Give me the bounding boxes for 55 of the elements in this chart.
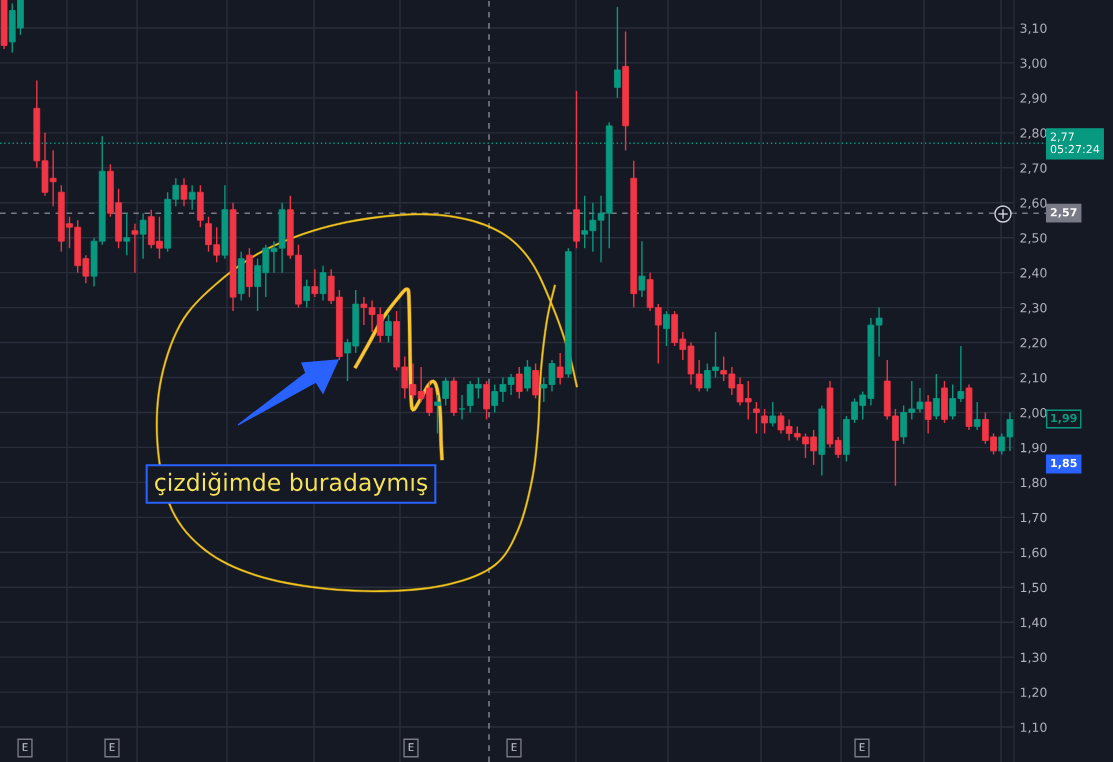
candlestick xyxy=(458,394,466,421)
candlestick xyxy=(139,212,147,260)
y-tick-label: 3,00 xyxy=(1020,58,1047,70)
candlestick xyxy=(123,212,131,256)
candlestick xyxy=(924,394,932,435)
y-tick-label: 2,80 xyxy=(1020,128,1047,140)
y-tick-label: 1,10 xyxy=(1020,722,1047,734)
y-tick-label: 2,00 xyxy=(1020,407,1047,419)
y-tick-label: 2,40 xyxy=(1020,268,1047,279)
candlestick xyxy=(311,268,319,298)
annotation: E xyxy=(109,743,115,751)
candlestick xyxy=(303,278,311,309)
annotation: E xyxy=(22,743,28,751)
candlestick xyxy=(188,184,196,211)
ref-line-label: 2,57 xyxy=(1050,208,1077,218)
y-tick-label: 3,10 xyxy=(1020,23,1047,35)
text: 1,85 xyxy=(1051,458,1077,469)
candlestick xyxy=(638,240,646,298)
y-tick-label: 1,30 xyxy=(1020,652,1047,664)
candlestick xyxy=(131,223,139,274)
y-tick-label: 2,60 xyxy=(1020,198,1047,209)
candlestick xyxy=(973,401,981,431)
y-tick-label: 1,20 xyxy=(1020,687,1047,699)
y-tick-label: 2,50 xyxy=(1020,233,1047,244)
candlestick xyxy=(761,408,768,435)
candlestick xyxy=(434,394,441,435)
candlestick xyxy=(180,177,188,207)
annotation: E xyxy=(408,743,414,751)
y-tick-label: 2,20 xyxy=(1020,338,1047,349)
annotation: E xyxy=(511,743,517,751)
candlestick xyxy=(385,313,392,344)
candlestick xyxy=(753,401,760,435)
candlestick xyxy=(524,359,531,393)
y-tick-label: 2,10 xyxy=(1020,372,1047,384)
y-tick-label: 2,30 xyxy=(1020,303,1047,314)
ref-line-label: 2,77 05:27:24 xyxy=(1050,132,1100,154)
candlestick xyxy=(614,6,621,99)
y-tick-label: 1,50 xyxy=(1020,582,1047,594)
y-tick-label: 1,60 xyxy=(1020,547,1047,559)
text: 1,99 xyxy=(1051,413,1077,424)
y-tick-label: 2,90 xyxy=(1020,93,1047,105)
candlestick xyxy=(442,376,450,407)
candlestick xyxy=(556,352,564,386)
candlestick xyxy=(515,366,523,400)
y-tick-label: 1,90 xyxy=(1020,442,1047,454)
candlestick xyxy=(319,264,327,302)
y-tick-label: 1,40 xyxy=(1020,617,1047,629)
annotation: çizdiğimde buradaymış xyxy=(155,472,428,496)
candlestick xyxy=(932,373,940,421)
y-tick-label: 1,80 xyxy=(1020,477,1047,489)
candlestick xyxy=(663,310,670,347)
annotation: E xyxy=(859,743,865,751)
y-tick-label: 1,70 xyxy=(1020,512,1047,524)
y-tick-label: 2,70 xyxy=(1020,163,1047,174)
candlestick xyxy=(769,401,777,428)
